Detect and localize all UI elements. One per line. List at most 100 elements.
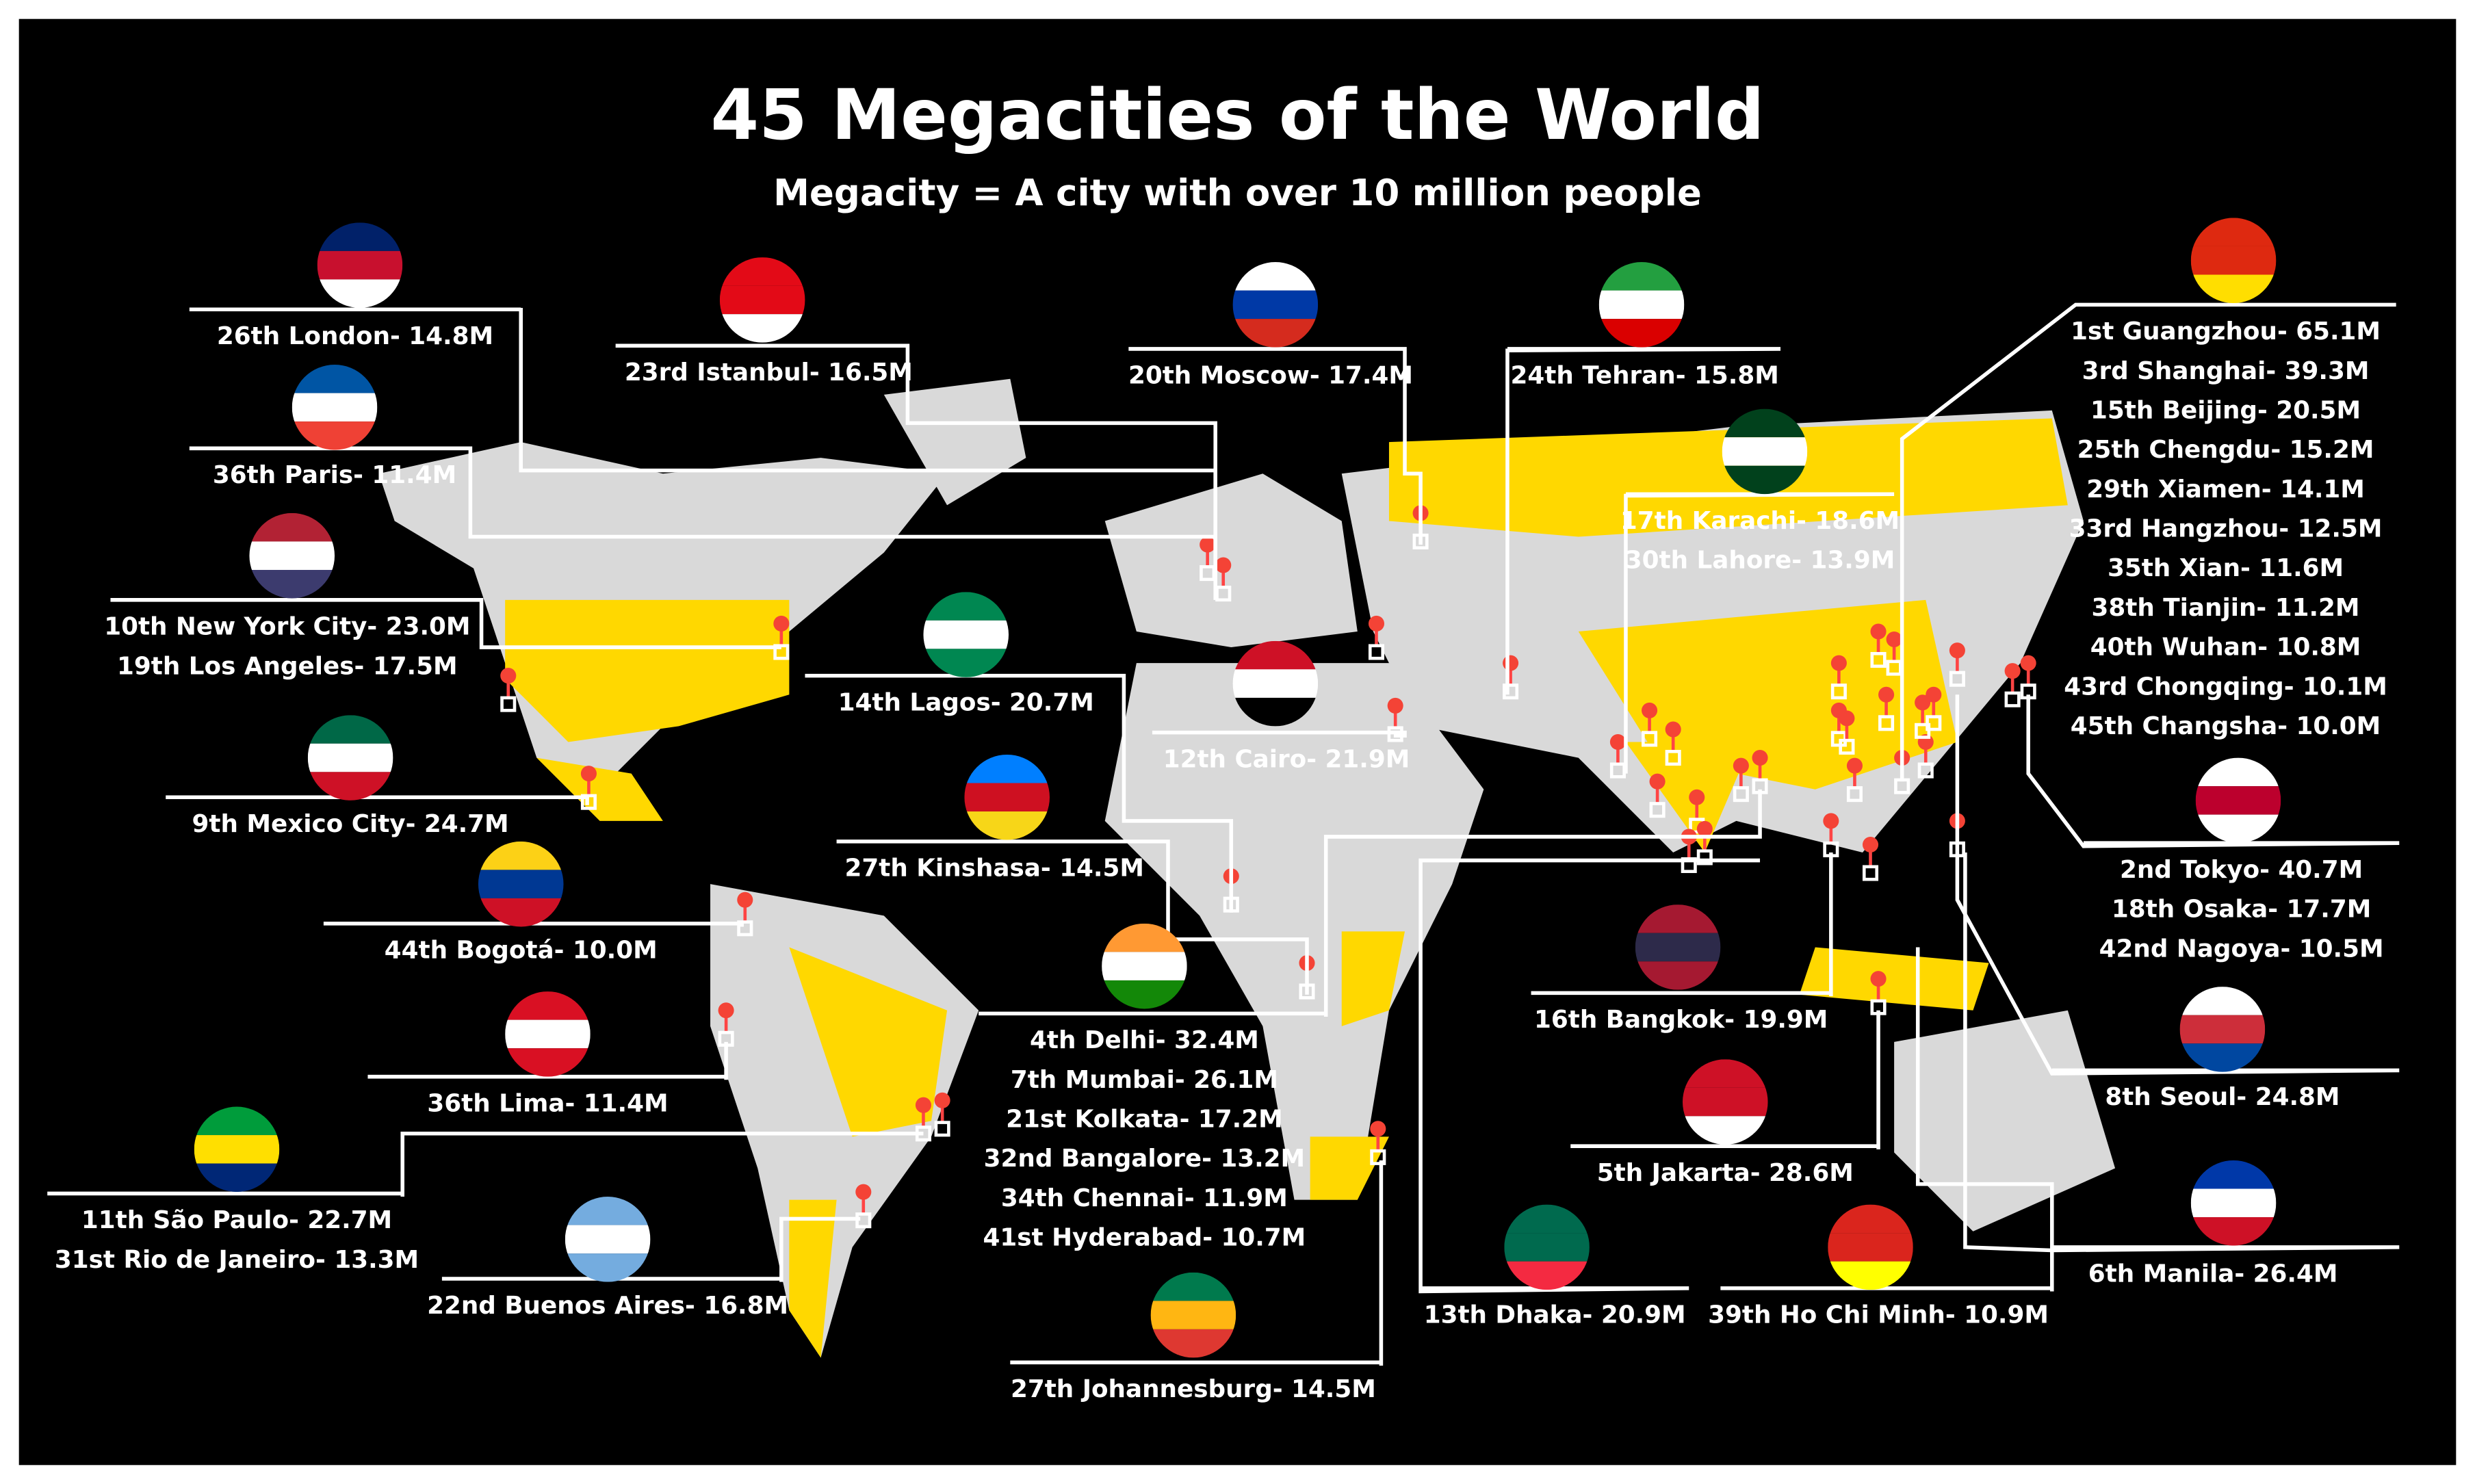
pin-box bbox=[1696, 849, 1713, 865]
pin-box bbox=[1733, 786, 1749, 803]
flag-stripe bbox=[307, 743, 393, 772]
argentina bbox=[789, 1199, 837, 1358]
city-label: 38th Tianjin- 11.2M bbox=[2092, 594, 2360, 622]
city-label: 44th Bogotá- 10.0M bbox=[385, 937, 658, 965]
pin-box bbox=[1846, 786, 1863, 803]
city-label: 29th Xiamen- 14.1M bbox=[2086, 476, 2365, 504]
callout: 11th São Paulo- 22.7M 31st Rio de Janeiro… bbox=[47, 1106, 924, 1274]
city-label: 25th Chengdu- 15.2M bbox=[2077, 436, 2374, 464]
connector bbox=[2026, 694, 2400, 848]
flag bbox=[923, 592, 1009, 677]
connector bbox=[47, 1131, 924, 1197]
flag bbox=[1232, 262, 1319, 348]
flag bbox=[1504, 1204, 1590, 1290]
pin-box bbox=[2004, 691, 2021, 707]
callout: 36th Paris- 11.4M bbox=[189, 365, 1217, 584]
flag bbox=[307, 715, 393, 800]
pin bbox=[1862, 836, 1879, 853]
city-label: 16th Bangkok- 19.9M bbox=[1534, 1006, 1828, 1034]
flag bbox=[1598, 262, 1685, 348]
pin-box bbox=[1370, 1149, 1386, 1165]
city-label: 36th Paris- 11.4M bbox=[213, 461, 456, 489]
flag-stripe bbox=[1598, 290, 1685, 320]
pin bbox=[934, 1092, 950, 1108]
indonesia bbox=[1799, 947, 1989, 1011]
city-label: 32nd Bangalore- 13.2M bbox=[984, 1145, 1305, 1173]
pin bbox=[1665, 721, 1681, 738]
usa bbox=[505, 599, 790, 742]
connector bbox=[110, 598, 781, 649]
callout: 5th Jakarta- 28.6M bbox=[1570, 1010, 1880, 1187]
flag-stripe bbox=[1150, 1301, 1236, 1329]
pin bbox=[1215, 557, 1232, 573]
flag bbox=[1635, 904, 1721, 990]
mexico bbox=[536, 757, 663, 821]
flag bbox=[291, 365, 378, 450]
connector bbox=[1128, 347, 1423, 545]
city-label: 27th Johannesburg- 14.5M bbox=[1011, 1375, 1376, 1403]
flag-stripe bbox=[2190, 246, 2277, 275]
pin bbox=[1823, 813, 1839, 829]
flag-stripe bbox=[1232, 669, 1319, 698]
pin-box bbox=[1665, 750, 1681, 766]
city-label: 43rd Chongqing- 10.1M bbox=[2064, 673, 2387, 701]
flag bbox=[1828, 1204, 1913, 1290]
callout: 27th Johannesburg- 14.5M bbox=[1010, 1160, 1384, 1403]
pin bbox=[1370, 1121, 1386, 1137]
greenland bbox=[883, 378, 1026, 506]
city-label: 4th Delhi- 32.4M bbox=[1030, 1026, 1259, 1054]
australia bbox=[1894, 1010, 2116, 1232]
callout: 44th Bogotá- 10.0M bbox=[323, 841, 744, 965]
pin bbox=[500, 668, 517, 684]
city-label: 9th Mexico City- 24.7M bbox=[192, 810, 509, 838]
city-label: 3rd Shanghai- 39.3M bbox=[2082, 357, 2370, 385]
city-label: 5th Jakarta- 28.6M bbox=[1597, 1159, 1854, 1187]
flag bbox=[505, 991, 591, 1077]
flag bbox=[565, 1197, 651, 1282]
europe bbox=[1104, 473, 1358, 648]
flag-stripe bbox=[317, 250, 403, 280]
pin-box bbox=[1830, 684, 1847, 700]
city-label: 6th Manila- 26.4M bbox=[2088, 1260, 2338, 1288]
flag-stripe bbox=[1722, 437, 1808, 466]
city-label: 39th Ho Chi Minh- 10.9M bbox=[1708, 1301, 2049, 1329]
city-label: 30th Lahore- 13.9M bbox=[1625, 547, 1895, 575]
flag-stripe bbox=[478, 870, 564, 898]
flag-stripe bbox=[565, 1225, 651, 1254]
flag-stripe bbox=[291, 393, 378, 422]
flag-stripe bbox=[1828, 1233, 1913, 1262]
city-label: 13th Dhaka- 20.9M bbox=[1424, 1301, 1686, 1329]
subtitle: Megacity = A city with over 10 million p… bbox=[773, 172, 1702, 214]
city-label: 10th New York City- 23.0M bbox=[104, 613, 470, 641]
pin-box bbox=[737, 920, 753, 937]
world-map bbox=[378, 378, 2116, 1358]
connector bbox=[805, 673, 1234, 913]
connector bbox=[1418, 858, 1761, 1294]
pin bbox=[1642, 702, 1658, 718]
pin-box bbox=[1649, 802, 1666, 818]
city-label: 7th Mumbai- 26.1M bbox=[1011, 1066, 1278, 1094]
pin-box bbox=[1949, 671, 1965, 687]
flag-stripe bbox=[923, 620, 1009, 649]
pin bbox=[1609, 733, 1626, 751]
callout: 24th Tehran- 15.8M bbox=[1505, 262, 1781, 695]
city-label: 8th Seoul- 24.8M bbox=[2105, 1083, 2340, 1111]
flag bbox=[2195, 757, 2281, 844]
pin bbox=[1649, 773, 1666, 790]
flag bbox=[478, 841, 564, 927]
pin bbox=[580, 766, 597, 782]
connector bbox=[166, 795, 589, 805]
flag bbox=[719, 257, 805, 343]
congo bbox=[1341, 931, 1405, 1026]
callout: 14th Lagos- 20.7M bbox=[805, 592, 1234, 913]
pin bbox=[1696, 820, 1713, 837]
flag-stripe bbox=[194, 1135, 280, 1164]
callout: 10th New York City- 23.0M 19th Los Angele… bbox=[104, 512, 781, 680]
south-africa bbox=[1310, 1136, 1389, 1200]
connector bbox=[1624, 492, 1895, 774]
pin bbox=[1870, 623, 1887, 640]
pin-box bbox=[1917, 762, 1934, 779]
pin bbox=[1830, 655, 1847, 671]
city-label: 19th Los Angeles- 17.5M bbox=[117, 652, 458, 680]
callout: 2nd Tokyo- 40.7M 18th Osaka- 17.7M 42nd Na… bbox=[2026, 694, 2400, 963]
